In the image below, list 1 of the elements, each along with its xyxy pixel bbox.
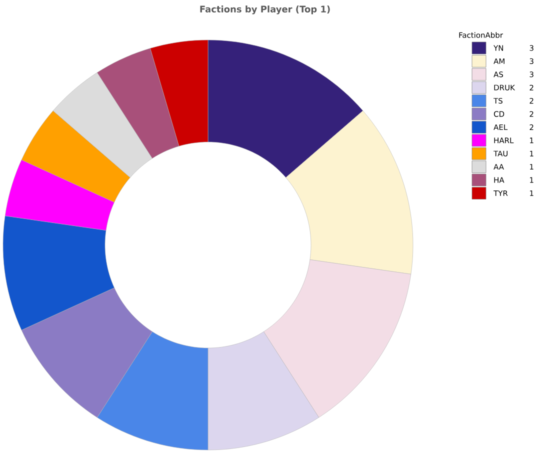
chart-title: Factions by Player (Top 1): [200, 6, 330, 14]
